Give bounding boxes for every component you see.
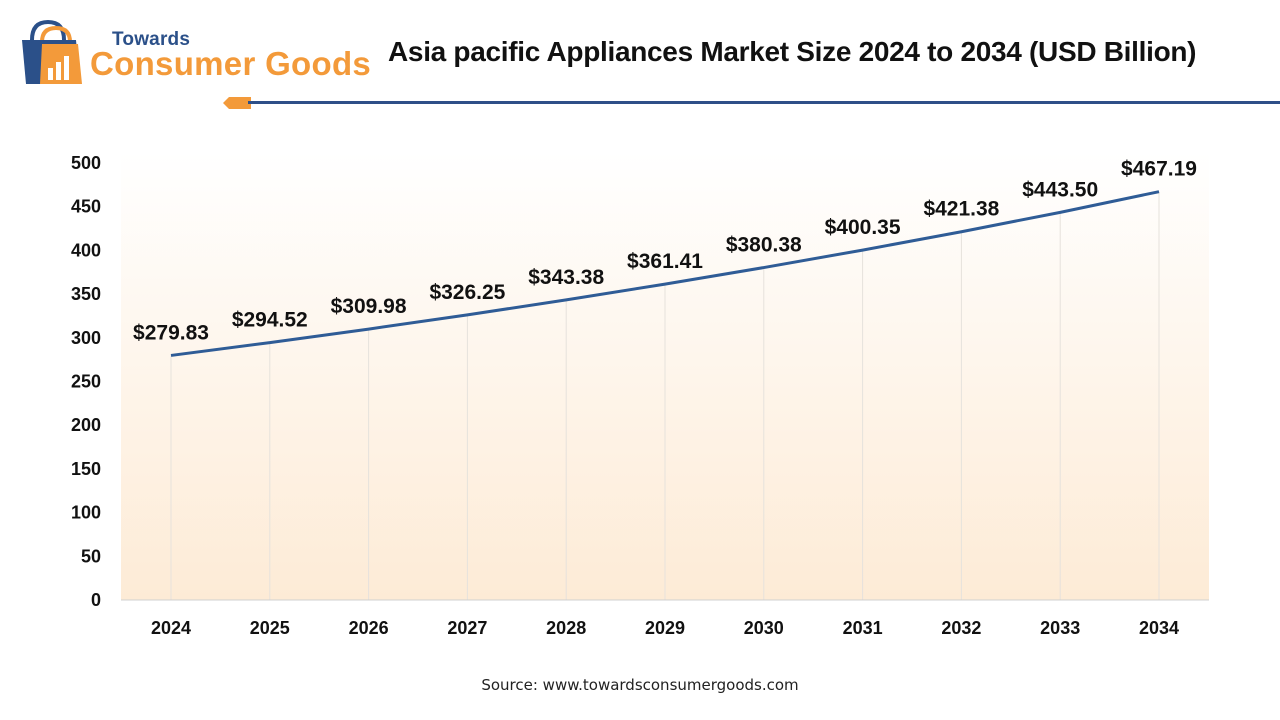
data-label-2025: $294.52	[232, 309, 308, 332]
shopping-bag-icon	[22, 19, 82, 84]
data-label-2030: $380.38	[726, 234, 802, 257]
chart-title: Asia pacific Appliances Market Size 2024…	[388, 36, 1197, 67]
data-label-2026: $309.98	[331, 295, 407, 318]
y-tick-250: 250	[71, 372, 101, 392]
y-tick-200: 200	[71, 415, 101, 435]
x-tick-2032: 2032	[941, 618, 981, 638]
data-label-2024: $279.83	[133, 321, 209, 344]
y-tick-400: 400	[71, 240, 101, 260]
y-tick-50: 50	[81, 546, 101, 566]
brand-big-text: Consumer Goods	[90, 45, 372, 82]
data-label-2033: $443.50	[1022, 178, 1098, 201]
data-label-2029: $361.41	[627, 250, 703, 273]
y-tick-150: 150	[71, 459, 101, 479]
x-tick-2024: 2024	[151, 618, 191, 638]
y-tick-300: 300	[71, 328, 101, 348]
title-rule	[248, 101, 1280, 104]
series-line-group	[170, 190, 1160, 357]
data-labels: $279.83 $294.52 $309.98 $326.25 $343.38 $361.…	[133, 158, 1197, 345]
data-label-2031: $400.35	[825, 216, 901, 239]
brand-logo: Towards Consumer Goods	[18, 18, 378, 88]
y-axis-ticks: 0 50 100 150 200 250 300 350 400 450 500	[71, 153, 101, 610]
grid-lines	[170, 191, 1160, 600]
y-tick-500: 500	[71, 153, 101, 173]
brand-small-text: Towards	[112, 29, 191, 50]
x-tick-2027: 2027	[447, 618, 487, 638]
x-axis-ticks: 2024 2025 2026 2027 2028 2029 2030 2031 2032 2033…	[151, 618, 1179, 638]
source-note: Source: www.towardsconsumergoods.com	[481, 676, 799, 694]
x-tick-2030: 2030	[744, 618, 784, 638]
x-tick-2034: 2034	[1139, 618, 1179, 638]
x-tick-2029: 2029	[645, 618, 685, 638]
data-label-2027: $326.25	[429, 281, 505, 304]
title-rule-cap	[223, 97, 251, 109]
x-tick-2028: 2028	[546, 618, 586, 638]
x-tick-2031: 2031	[843, 618, 883, 638]
y-tick-450: 450	[71, 197, 101, 217]
data-label-2028: $343.38	[528, 266, 604, 289]
y-tick-350: 350	[71, 284, 101, 304]
x-tick-2025: 2025	[250, 618, 290, 638]
y-tick-100: 100	[71, 503, 101, 523]
x-tick-2033: 2033	[1040, 618, 1080, 638]
data-label-2032: $421.38	[923, 198, 999, 221]
x-tick-2026: 2026	[349, 618, 389, 638]
data-label-2034: $467.19	[1121, 158, 1197, 181]
y-tick-0: 0	[91, 590, 101, 610]
series-line	[170, 190, 1160, 357]
